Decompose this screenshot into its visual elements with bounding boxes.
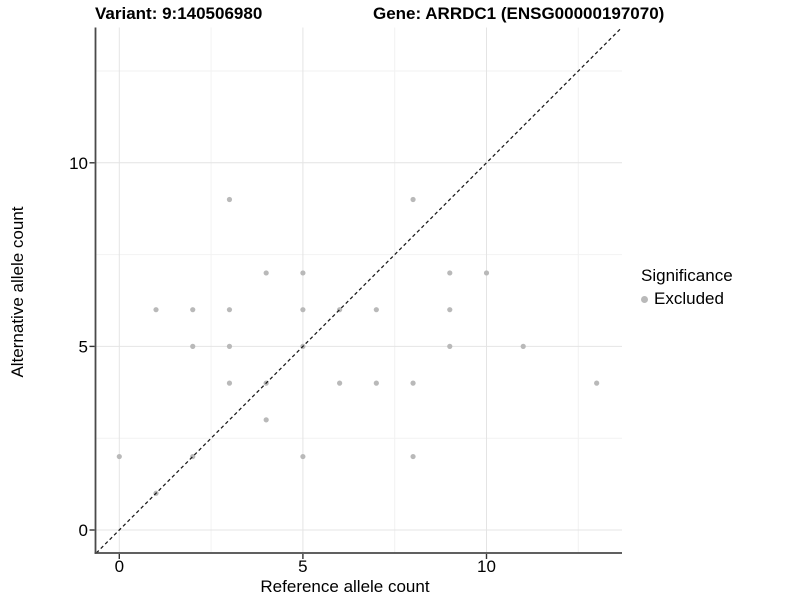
gene-title: Gene: ARRDC1 (ENSG00000197070) <box>373 4 665 23</box>
data-point <box>190 343 196 349</box>
x-tick-label: 10 <box>477 557 496 576</box>
data-point <box>520 343 526 349</box>
data-point <box>337 380 343 386</box>
variant-title: Variant: 9:140506980 <box>95 4 263 23</box>
data-point <box>226 196 233 203</box>
data-point <box>300 453 306 460</box>
data-point <box>594 380 600 386</box>
data-point <box>190 307 196 313</box>
data-point <box>263 417 269 423</box>
legend: Significance Excluded <box>641 266 733 309</box>
x-tick-label: 0 <box>115 557 124 576</box>
y-tick-label: 0 <box>79 521 88 540</box>
y-tick-label: 5 <box>79 337 88 356</box>
legend-item-label: Excluded <box>654 289 724 308</box>
data-point <box>447 343 453 349</box>
data-point <box>447 307 453 313</box>
data-point <box>300 270 306 276</box>
data-point <box>447 270 453 276</box>
data-point <box>483 270 490 276</box>
data-point <box>226 307 233 313</box>
x-tick-label: 5 <box>298 557 307 576</box>
legend-point-icon <box>641 295 648 303</box>
legend-title: Significance <box>641 266 733 285</box>
data-point <box>226 380 233 386</box>
y-tick-label: 10 <box>69 154 88 173</box>
data-point <box>410 453 416 460</box>
data-point <box>226 343 233 349</box>
legend-item-excluded: Excluded <box>641 289 733 309</box>
data-point <box>373 380 379 386</box>
y-axis-title: Alternative allele count <box>8 206 27 378</box>
identity-line <box>95 27 623 554</box>
data-point <box>153 307 159 313</box>
data-point <box>410 380 416 386</box>
data-point <box>373 307 379 313</box>
data-point <box>300 307 306 313</box>
data-point <box>116 453 122 460</box>
data-point <box>410 196 416 203</box>
data-point <box>263 270 269 276</box>
x-axis-title: Reference allele count <box>260 577 430 596</box>
